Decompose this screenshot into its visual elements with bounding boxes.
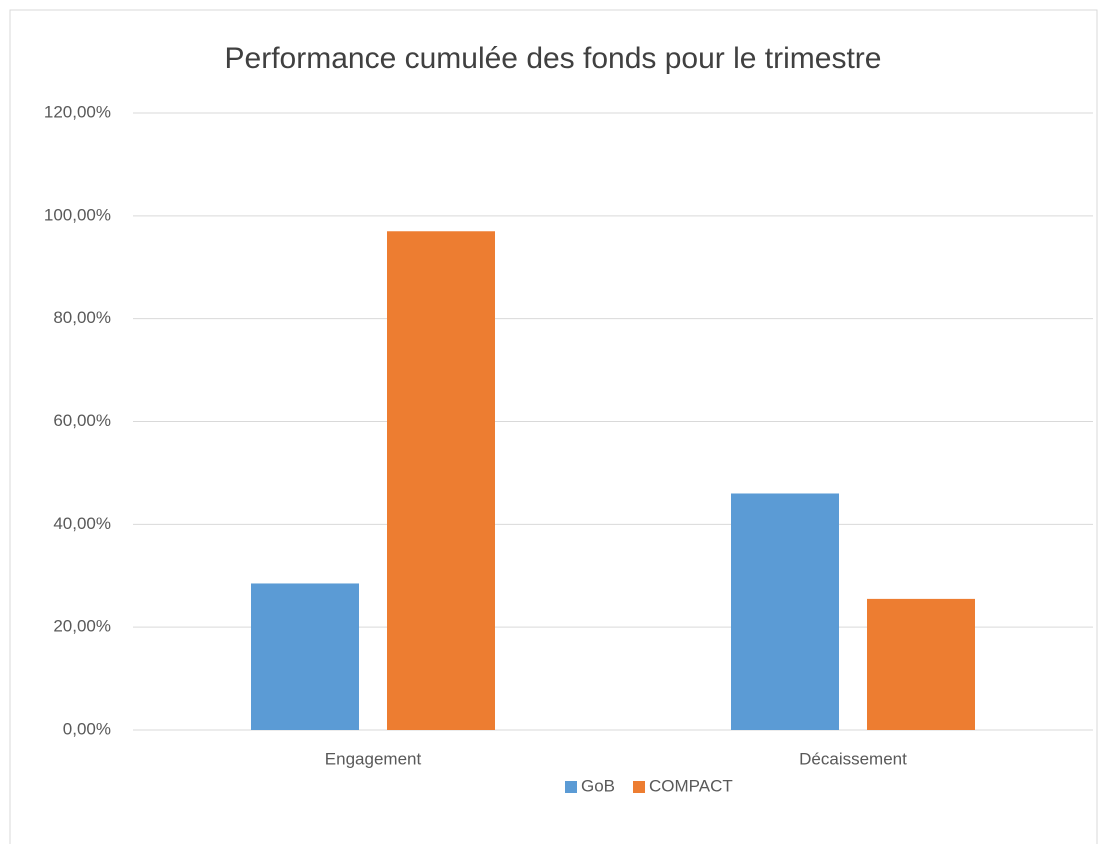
- y-tick-label: 0,00%: [63, 719, 111, 738]
- chart-title: Performance cumulée des fonds pour le tr…: [225, 42, 882, 75]
- y-tick-label: 120,00%: [44, 102, 111, 121]
- y-tick-label: 40,00%: [53, 514, 111, 533]
- y-tick-label: 20,00%: [53, 617, 111, 636]
- y-tick-label: 60,00%: [53, 411, 111, 430]
- legend-label: GoB: [581, 776, 615, 795]
- legend-swatch: [565, 781, 577, 793]
- x-tick-label: Engagement: [325, 749, 422, 768]
- y-tick-label: 80,00%: [53, 308, 111, 327]
- legend-swatch: [633, 781, 645, 793]
- legend-label: COMPACT: [649, 776, 733, 795]
- bar: [731, 493, 839, 730]
- bar: [251, 583, 359, 730]
- bar: [387, 231, 495, 730]
- y-tick-label: 100,00%: [44, 205, 111, 224]
- bar: [867, 598, 975, 730]
- x-tick-label: Décaissement: [799, 749, 907, 768]
